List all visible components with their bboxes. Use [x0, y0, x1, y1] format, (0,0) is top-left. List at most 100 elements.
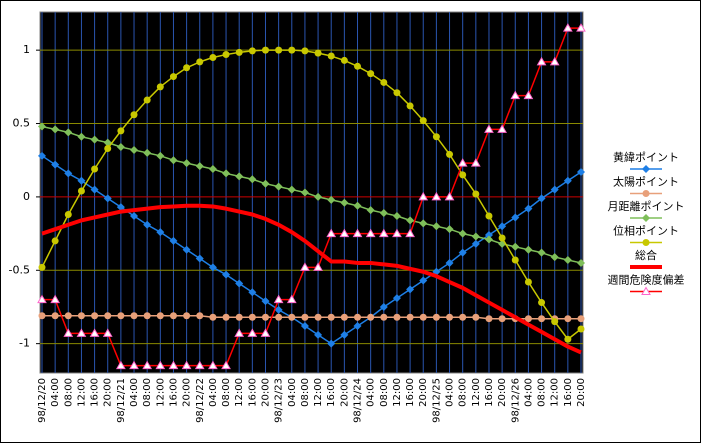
x-tick-label: 04:00 [445, 378, 456, 407]
data-point [314, 192, 323, 201]
data-point [38, 263, 46, 271]
x-tick-label: 04:00 [523, 378, 534, 407]
data-point [301, 313, 309, 321]
data-point [51, 237, 59, 245]
data-point [274, 305, 283, 314]
data-point [222, 169, 231, 178]
data-point [459, 313, 467, 321]
data-point [235, 172, 244, 181]
data-point [301, 47, 309, 55]
data-point [222, 51, 230, 59]
data-point [353, 201, 362, 210]
data-point [550, 185, 559, 194]
data-point [484, 231, 493, 240]
data-point [444, 191, 455, 201]
data-point [89, 328, 100, 337]
data-point [340, 330, 349, 339]
x-tick-label: 16:00 [326, 378, 337, 407]
data-point [248, 313, 256, 321]
data-point [235, 48, 243, 56]
data-point [274, 182, 283, 191]
data-point [183, 312, 191, 320]
data-point [498, 234, 506, 242]
data-point [327, 52, 335, 60]
data-point [116, 360, 126, 370]
data-point [485, 212, 493, 220]
data-point [273, 294, 284, 304]
data-point [221, 360, 231, 370]
data-point [275, 313, 283, 321]
data-point [143, 220, 152, 229]
data-point [169, 73, 177, 81]
data-point [169, 312, 177, 320]
data-point [142, 360, 153, 370]
x-tick-label: 12:00 [471, 378, 482, 407]
data-point [551, 318, 559, 326]
x-tick-label: 12:00 [234, 378, 245, 407]
x-tick-label: 20:00 [576, 378, 587, 407]
legend-label: 黄緯ポイント [613, 150, 679, 164]
x-tick-label: 20:00 [339, 378, 350, 407]
x-tick-label: 12:00 [76, 378, 87, 407]
x-tick-label: 98/12/24 [353, 378, 364, 423]
data-point [314, 313, 322, 321]
data-point [143, 148, 152, 157]
data-point [261, 46, 269, 54]
data-point [275, 46, 283, 54]
data-point [51, 160, 60, 169]
data-point [339, 228, 350, 238]
x-tick-label: 08:00 [63, 378, 74, 407]
data-point [156, 83, 164, 91]
data-point [498, 315, 506, 323]
y-tick-label: -0.5 [9, 263, 30, 276]
x-tick-label: 04:00 [50, 378, 61, 407]
data-point [354, 313, 362, 321]
data-point [196, 58, 204, 66]
data-point [445, 258, 454, 267]
data-point [564, 335, 572, 343]
data-point [537, 248, 546, 257]
data-point [392, 228, 402, 238]
data-point [64, 169, 73, 178]
data-point [563, 256, 572, 265]
x-tick-label: 20:00 [260, 378, 271, 407]
data-point [38, 312, 46, 320]
data-point [300, 322, 309, 331]
data-point [446, 313, 454, 321]
data-point [130, 111, 138, 119]
data-point [91, 312, 99, 320]
data-point [458, 229, 467, 238]
data-point [91, 165, 99, 173]
data-point [196, 312, 204, 320]
data-point [432, 133, 440, 141]
x-tick-label: 08:00 [142, 378, 153, 407]
data-point [472, 313, 480, 321]
data-point [248, 47, 256, 55]
data-point [90, 185, 99, 194]
data-point [484, 124, 494, 133]
data-point [393, 313, 401, 321]
data-point [563, 176, 572, 185]
x-tick-label: 98/12/20 [37, 378, 48, 423]
data-point [327, 195, 336, 204]
data-point [352, 228, 363, 238]
data-point [51, 312, 59, 320]
data-point [392, 211, 401, 220]
data-point [286, 294, 297, 304]
data-point [418, 191, 429, 201]
data-point [524, 245, 533, 254]
x-tick-label: 20:00 [418, 378, 429, 407]
data-point [326, 228, 337, 238]
legend-label: 位相ポイント [613, 224, 679, 238]
x-tick-label: 16:00 [90, 378, 101, 407]
data-point [63, 328, 74, 337]
data-point [130, 312, 138, 320]
data-point [183, 64, 191, 72]
data-point [340, 198, 349, 207]
x-tick-label: 08:00 [300, 378, 311, 407]
data-point [104, 312, 112, 320]
data-point [577, 167, 585, 176]
data-point [511, 242, 520, 251]
data-point [562, 23, 573, 32]
